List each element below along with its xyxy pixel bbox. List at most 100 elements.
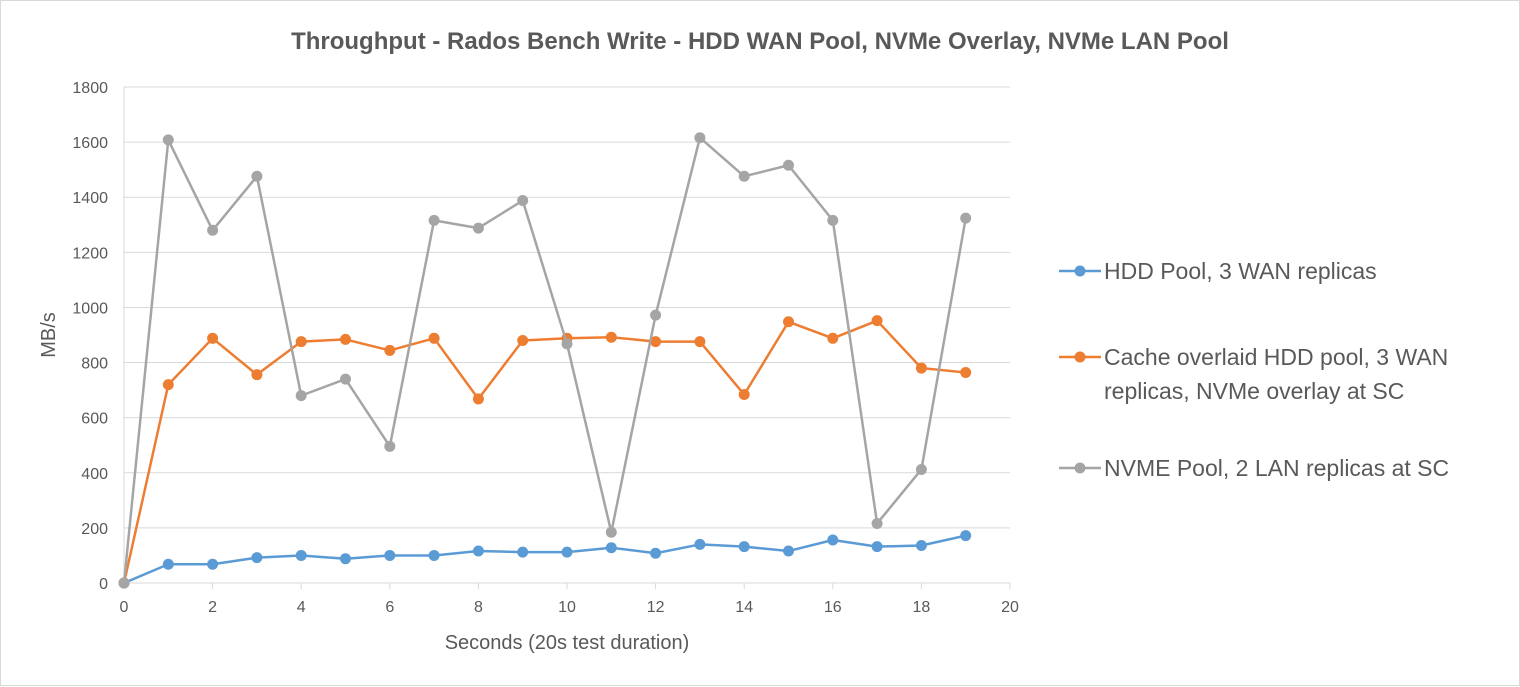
data-point xyxy=(827,332,839,344)
y-tick-label: 1200 xyxy=(72,245,108,262)
data-point xyxy=(605,542,617,554)
data-point xyxy=(827,214,839,226)
series-group xyxy=(118,132,972,589)
data-point xyxy=(295,336,307,348)
data-point xyxy=(162,379,174,391)
y-tick-label: 600 xyxy=(81,411,108,428)
data-point xyxy=(960,366,972,378)
data-point xyxy=(694,336,706,348)
data-point xyxy=(472,545,484,557)
legend-label: Cache overlaid HDD pool, 3 WAN xyxy=(1104,344,1448,370)
data-point xyxy=(783,159,794,171)
data-point xyxy=(428,214,440,226)
y-tick-label: 1000 xyxy=(72,300,108,317)
data-point xyxy=(251,170,263,182)
x-tick-label: 0 xyxy=(120,599,129,616)
x-tick-label: 18 xyxy=(913,599,931,616)
y-tick-label: 800 xyxy=(81,356,108,373)
data-point xyxy=(207,332,219,344)
y-tick-label: 400 xyxy=(81,466,108,483)
axes: 0 200 400 600 800 1000 1200 1400 1600 1800 0 2 4 6 8 10… xyxy=(72,80,1019,616)
data-point xyxy=(738,389,750,401)
data-point xyxy=(694,132,706,144)
legend-marker xyxy=(1074,351,1086,363)
y-axis-title: MB/s xyxy=(38,312,60,358)
data-point xyxy=(605,331,617,343)
x-tick-label: 10 xyxy=(558,599,576,616)
data-point xyxy=(650,309,662,321)
data-point xyxy=(561,546,573,558)
series-line xyxy=(123,534,966,585)
data-point xyxy=(340,373,351,385)
series-1 xyxy=(118,530,972,589)
x-tick-label: 4 xyxy=(297,599,306,616)
data-point xyxy=(871,517,883,529)
data-point xyxy=(428,549,440,561)
chart-title: Throughput - Rados Bench Write - HDD WAN… xyxy=(291,28,1229,55)
y-tick-label: 0 xyxy=(99,576,108,593)
data-point xyxy=(915,362,927,374)
series-line xyxy=(122,136,967,584)
data-point xyxy=(472,393,484,405)
x-tick-label: 16 xyxy=(824,599,842,616)
x-tick-label: 14 xyxy=(735,599,753,616)
data-point xyxy=(295,390,307,402)
y-tick-label: 1800 xyxy=(72,80,108,97)
gridlines xyxy=(124,86,1010,529)
y-tick-label: 1600 xyxy=(72,135,108,152)
data-point xyxy=(915,463,927,475)
data-point xyxy=(605,526,617,538)
data-point xyxy=(783,545,794,557)
data-point xyxy=(162,558,174,570)
data-point xyxy=(384,344,396,356)
legend-label: NVME Pool, 2 LAN replicas at SC xyxy=(1104,455,1449,481)
y-tick-label: 1400 xyxy=(72,190,108,207)
series-line xyxy=(122,319,966,584)
x-tick-label: 2 xyxy=(208,599,217,616)
data-point xyxy=(517,546,529,558)
data-point xyxy=(251,552,263,564)
data-point xyxy=(738,541,750,553)
data-point xyxy=(827,534,839,546)
data-point xyxy=(340,333,351,345)
x-axis-title: Seconds (20s test duration) xyxy=(445,632,690,654)
legend-label: HDD Pool, 3 WAN replicas xyxy=(1104,258,1377,284)
data-point xyxy=(561,338,573,350)
data-point xyxy=(517,335,529,347)
data-point xyxy=(650,336,662,348)
data-point xyxy=(295,549,307,561)
data-point xyxy=(783,316,794,328)
data-point xyxy=(207,558,219,570)
data-point xyxy=(960,212,972,224)
legend-item: NVME Pool, 2 LAN replicas at SC xyxy=(1059,455,1449,481)
x-tick-label: 8 xyxy=(474,599,483,616)
data-point xyxy=(915,540,927,552)
data-point xyxy=(384,440,396,452)
x-tick-label: 6 xyxy=(385,599,394,616)
data-point xyxy=(340,553,351,565)
data-point xyxy=(960,530,972,542)
data-point xyxy=(207,224,219,236)
data-point xyxy=(650,547,662,559)
data-point xyxy=(118,577,130,589)
data-point xyxy=(738,170,750,182)
x-tick-label: 12 xyxy=(647,599,665,616)
data-point xyxy=(517,195,529,207)
data-point xyxy=(428,332,440,344)
legend-marker xyxy=(1074,462,1086,474)
data-point xyxy=(694,538,706,550)
data-point xyxy=(871,541,883,553)
series-2 xyxy=(118,315,972,589)
data-point xyxy=(472,222,484,234)
legend-label: replicas, NVMe overlay at SC xyxy=(1104,378,1404,404)
series-3 xyxy=(118,132,972,589)
legend: HDD Pool, 3 WAN replicas Cache overlaid H… xyxy=(1059,258,1449,481)
data-point xyxy=(871,315,883,327)
data-point xyxy=(162,134,174,146)
data-point xyxy=(384,549,396,561)
data-point xyxy=(251,369,263,381)
legend-item: Cache overlaid HDD pool, 3 WAN replicas, … xyxy=(1059,344,1448,404)
legend-item: HDD Pool, 3 WAN replicas xyxy=(1059,258,1377,284)
